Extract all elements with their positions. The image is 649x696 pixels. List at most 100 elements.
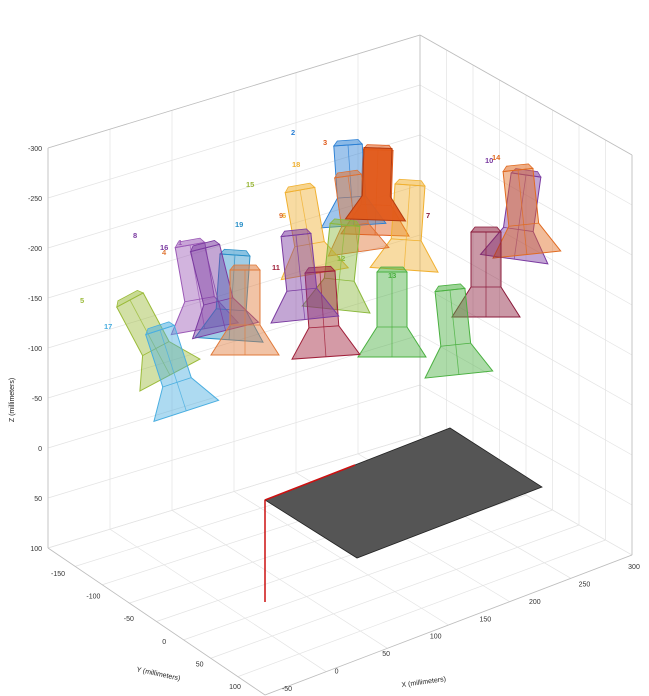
shape-top [333, 169, 363, 179]
object-8-shape [189, 240, 260, 340]
shape-top [470, 226, 502, 233]
shape-edge [455, 344, 460, 375]
object-4-shape [210, 264, 280, 356]
object-label-1: 1 [178, 238, 182, 247]
y-tick-label: 100 [229, 684, 241, 691]
shape-edge [323, 326, 327, 357]
shape-top [376, 266, 408, 273]
shape-edge [129, 299, 157, 349]
object-label-17: 17 [104, 322, 112, 331]
z-tick-label: -250 [28, 196, 42, 203]
axis-ticks: -300-250-200-150-100-50050100-150-100-50… [28, 146, 640, 693]
object-14-shape [492, 163, 562, 259]
y-tick-label: -150 [51, 571, 65, 578]
object-label-8: 8 [133, 231, 137, 240]
x-tick-label: 200 [529, 599, 541, 606]
x-axis-label: X (millimeters) [401, 676, 446, 689]
z-tick-label: -300 [28, 146, 42, 153]
shape-edge [513, 229, 519, 260]
y-tick-label: -100 [86, 594, 100, 601]
grid-line [183, 509, 553, 641]
object-17-shape [145, 321, 220, 423]
grid-line [419, 34, 633, 156]
object-label-11: 11 [272, 263, 280, 272]
y-tick-label: 0 [162, 639, 166, 646]
object-label-14: 14 [492, 153, 501, 162]
shape-top [219, 248, 251, 257]
z-tick-label: 50 [34, 496, 42, 503]
object-label-2: 2 [291, 128, 295, 137]
y-tick-label: 50 [196, 661, 204, 668]
shape-edge [299, 189, 310, 245]
object-label-19: 19 [235, 220, 243, 229]
z-tick-label: -200 [28, 246, 42, 253]
shape-edge [403, 239, 407, 270]
object-label-9: 9 [279, 211, 283, 220]
shape-top [189, 240, 221, 253]
shape-edge [324, 277, 355, 282]
shape-edge [176, 382, 187, 411]
shape-edge [523, 224, 528, 255]
x-tick-label: 150 [479, 616, 491, 623]
object-7-shape [451, 226, 521, 318]
x-tick-label: 100 [430, 634, 442, 641]
shape-edge [335, 279, 340, 310]
shape-edge [440, 342, 471, 347]
object-label-4: 4 [162, 248, 167, 257]
object-19-shape [194, 248, 264, 343]
object-13-shape [357, 266, 427, 358]
grid [47, 34, 633, 696]
shape-edge [405, 184, 411, 240]
object-1-shape [170, 237, 240, 336]
object-13-shape [424, 283, 494, 379]
objects [116, 139, 562, 423]
shape-edge [155, 348, 171, 376]
object-label-16: 16 [160, 243, 168, 252]
shape-edge [295, 234, 303, 290]
x-tick-label: 0 [335, 669, 339, 676]
shape-edge [199, 299, 206, 329]
shape-edge [508, 222, 539, 227]
y-axis-label: Y (millimeters) [136, 666, 181, 682]
shape-edge [517, 169, 525, 225]
shape-edge [338, 224, 346, 280]
shape-top [280, 228, 312, 238]
plate-surface [264, 427, 543, 559]
grid-line [210, 524, 580, 659]
shape-top [502, 163, 534, 173]
shape-edge [217, 301, 226, 331]
shape-top [116, 289, 145, 308]
plate [264, 427, 543, 602]
shape-edge [230, 254, 236, 310]
x-tick-label: 300 [628, 564, 640, 571]
shape-edge [301, 289, 306, 320]
shape-edge [204, 247, 219, 302]
shape-top [329, 218, 361, 228]
object-label-18: 18 [292, 160, 300, 169]
z-tick-label: -150 [28, 296, 42, 303]
z-tick-label: 0 [38, 446, 42, 453]
x-tick-label: -50 [282, 686, 292, 693]
object-label-13: 13 [388, 271, 396, 280]
object-16-shape [270, 228, 340, 324]
grid-line [47, 547, 266, 696]
grid-line [47, 34, 421, 149]
object-label-15: 15 [246, 180, 254, 189]
shape-face [344, 146, 407, 222]
x-tick-label: 50 [382, 651, 390, 658]
grid-line [237, 539, 606, 677]
shape-top [304, 265, 336, 274]
shape-top [229, 264, 261, 271]
x-tick-label: 250 [579, 581, 591, 588]
z-tick-label: -50 [32, 396, 42, 403]
shape-top [284, 182, 316, 194]
object-label-12: 12 [337, 254, 345, 263]
z-tick-label: -100 [28, 346, 42, 353]
object-3-solid [344, 146, 407, 222]
object-5-shape [116, 289, 201, 392]
object-label-5: 5 [80, 296, 84, 305]
shape-top [174, 237, 206, 249]
shape-edge [189, 244, 200, 300]
